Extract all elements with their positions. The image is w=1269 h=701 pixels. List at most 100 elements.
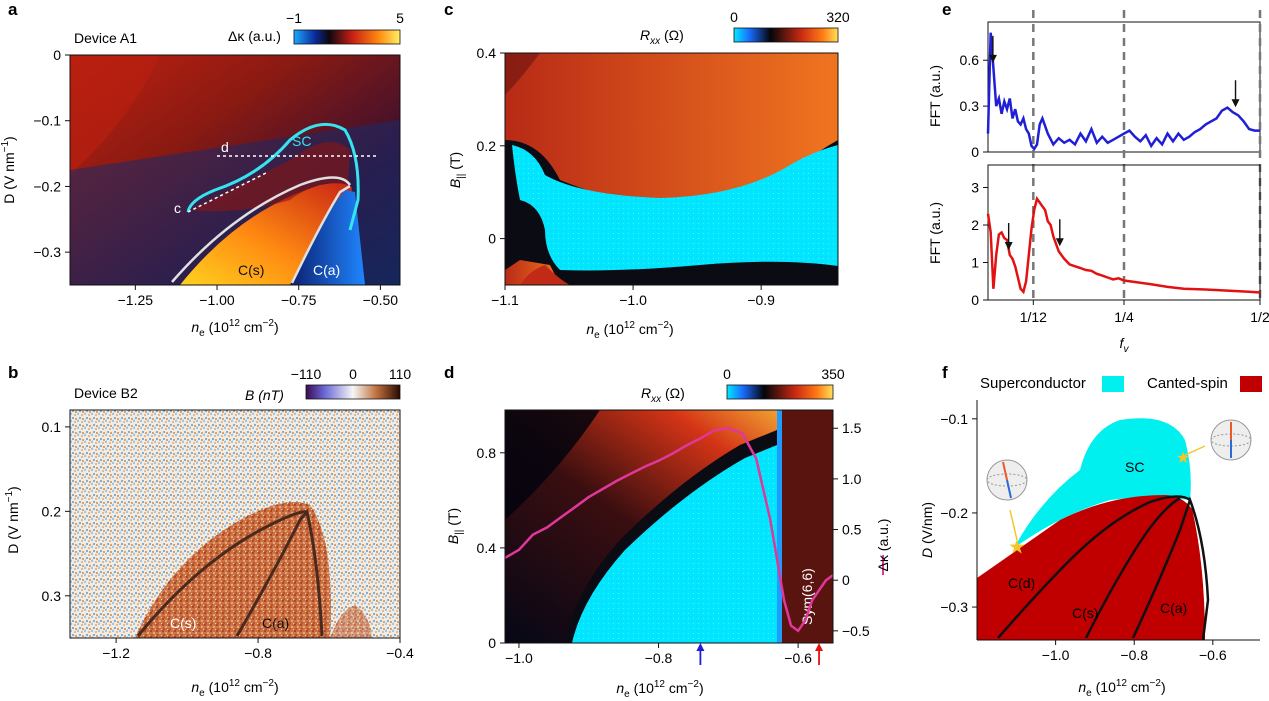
sc-region-f <box>1014 418 1191 548</box>
colorbar-label-a: Δκ (a.u.) <box>228 28 281 44</box>
panel-b: b Device B2 C(s) C(a) B (nT) −110 0 110 … <box>4 363 414 699</box>
colorbar-b <box>305 384 401 400</box>
ylabel-e-bottom: FFT (a.u.) <box>927 202 943 264</box>
arrowhead-e-top-0 <box>988 54 997 63</box>
xlabel-c: ne (1012 cm−2) <box>586 320 673 341</box>
panel-label-f: f <box>942 363 948 382</box>
b-ytick-label-0: 0.1 <box>42 419 62 435</box>
colorbar-d <box>726 384 834 400</box>
ylabel-e-top: FFT (a.u.) <box>927 65 943 127</box>
spin-sphere-right <box>1210 419 1252 461</box>
b-xtick-label-0: −1.2 <box>102 645 130 661</box>
d-right-ytick-label-2: 0.5 <box>842 522 862 538</box>
panel-c: c Rxx (Ω) 0 320 −1.1 −1.0 −0.9 0 0.2 0.4 ne (… <box>444 0 850 341</box>
sc-blob-b <box>135 502 331 638</box>
a-ytick-label-1: −0.1 <box>33 113 61 129</box>
xlabel-d: ne (1012 cm−2) <box>616 679 703 700</box>
arrowhead-e-bottom-1 <box>1055 238 1064 247</box>
c-xtick-label-2: −0.9 <box>747 292 775 308</box>
e-top-ytick-label-1: 0.3 <box>960 98 980 114</box>
e-bottom-ytick-label-3: 3 <box>971 180 979 196</box>
panel-label-c: c <box>444 0 453 19</box>
cd-line-f <box>997 495 1191 639</box>
f-xtick-label-2: −0.6 <box>1199 647 1227 663</box>
ylabel-a: D (V nm−1) <box>0 136 17 203</box>
legend-sc-label: Superconductor <box>980 375 1086 392</box>
f-xtick-label-0: −1.0 <box>1042 647 1070 663</box>
e-bottom-ytick-label-0: 0 <box>971 292 979 308</box>
sym-label-d: Sym(6,6) <box>799 568 815 625</box>
b-ytick-label-2: 0.3 <box>42 588 62 604</box>
a-ytick-label-0: 0 <box>53 47 61 63</box>
sc-boundary-a <box>186 122 360 231</box>
panel-a: a Device A1 SC C(s) C(a) d c Δκ (a.u.) −… <box>0 0 404 339</box>
c-label-a: c <box>174 200 181 216</box>
spin-sphere-left <box>986 459 1028 501</box>
d-right-ytick-label-0: −0.5 <box>842 623 870 639</box>
ylabel-b: D (V nm−1) <box>4 486 21 553</box>
ca-label-b: C(a) <box>262 615 289 631</box>
legend-canted-label: Canted-spin <box>1147 375 1228 392</box>
f-ytick-label-2: −0.3 <box>940 599 968 615</box>
ca-line-f <box>1131 496 1210 641</box>
b-ytick-label-1: 0.2 <box>42 503 62 519</box>
a-xtick-label-2: −0.75 <box>281 292 317 308</box>
cd-label-f: C(d) <box>1008 575 1035 591</box>
device-label-b: Device B2 <box>74 385 138 401</box>
cbar-tick-b-0: −110 <box>291 366 322 382</box>
cs-line-f <box>1084 496 1181 639</box>
panel-d: d Sym(6,6) Rxx (Ω) 0 350 −1.0 −0.8 −0.6 0 0.… <box>444 363 891 700</box>
cs-label-b: C(s) <box>170 615 196 631</box>
star-marker-left: ★ <box>1008 536 1026 558</box>
panel-label-d: d <box>444 363 454 382</box>
c-ytick-label-1: 0.2 <box>477 138 497 154</box>
colorbar-c <box>733 27 839 43</box>
panel-label-b: b <box>8 363 18 382</box>
ylabel-d: B|| (T) <box>445 508 465 544</box>
d-ytick-label-1: 0.4 <box>477 540 497 556</box>
colorbar-a <box>293 29 401 45</box>
legend-canted-swatch <box>1240 376 1262 392</box>
cbar-tick-c-0: 0 <box>730 9 738 25</box>
e-xtick-label-1: 1/4 <box>1114 309 1134 325</box>
a-xtick-label-3: −0.50 <box>363 292 399 308</box>
f-ytick-label-0: −0.1 <box>940 411 968 427</box>
fft-line-e-top <box>986 32 1260 151</box>
panel-e: e 0 0.3 0.6 1/12 1/4 1/2 0 1 2 3 FFT (a.u.) FFT … <box>927 0 1269 355</box>
e-xtick-label-0: 1/12 <box>1020 309 1047 325</box>
xlabel-a: ne (1012 cm−2) <box>191 318 278 339</box>
xlabel-b: ne (1012 cm−2) <box>191 678 278 699</box>
canted-region-f <box>977 495 1212 640</box>
cbar-tick-d-1: 350 <box>821 366 845 382</box>
ca-line-a <box>290 184 351 284</box>
sc-region-d <box>572 445 777 643</box>
dk-curve-d <box>504 426 834 633</box>
e-top-ytick-label-2: 0.6 <box>960 52 980 68</box>
cbar-tick-b-2: 110 <box>389 366 412 382</box>
cs-line-b <box>136 510 308 637</box>
cs-line-a <box>171 176 352 283</box>
b-xtick-label-2: −0.4 <box>386 645 414 661</box>
xlabel-f: ne (1012 cm−2) <box>1078 678 1165 699</box>
colorbar-label-d: Rxx (Ω) <box>641 385 685 405</box>
panel-label-a: a <box>8 0 18 19</box>
arrowhead-d-0 <box>696 643 705 651</box>
b-xtick-label-1: −0.8 <box>244 645 272 661</box>
c-xtick-label-1: −1.0 <box>619 292 647 308</box>
cbar-tick-c-1: 320 <box>826 9 850 25</box>
legend-sc-swatch <box>1102 376 1124 392</box>
colorbar-label-b: B (nT) <box>245 387 284 403</box>
ylabel-f: D (V/nm) <box>919 502 935 558</box>
arrowhead-e-top-1 <box>1231 99 1240 108</box>
ca-line-b <box>235 508 324 637</box>
e-bottom-ytick-label-2: 2 <box>971 217 979 233</box>
a-ytick-label-2: −0.2 <box>33 178 61 194</box>
arrowhead-d-1 <box>815 643 824 651</box>
cbar-tick-a-0: −1 <box>286 10 302 26</box>
colorbar-label-c: Rxx (Ω) <box>640 27 684 47</box>
cs-label-a: C(s) <box>238 262 264 278</box>
sym-strip-d <box>782 410 833 643</box>
panel-f: f Superconductor Canted-spin SC C(d) C(s… <box>919 363 1262 699</box>
cbar-tick-b-1: 0 <box>349 366 357 382</box>
